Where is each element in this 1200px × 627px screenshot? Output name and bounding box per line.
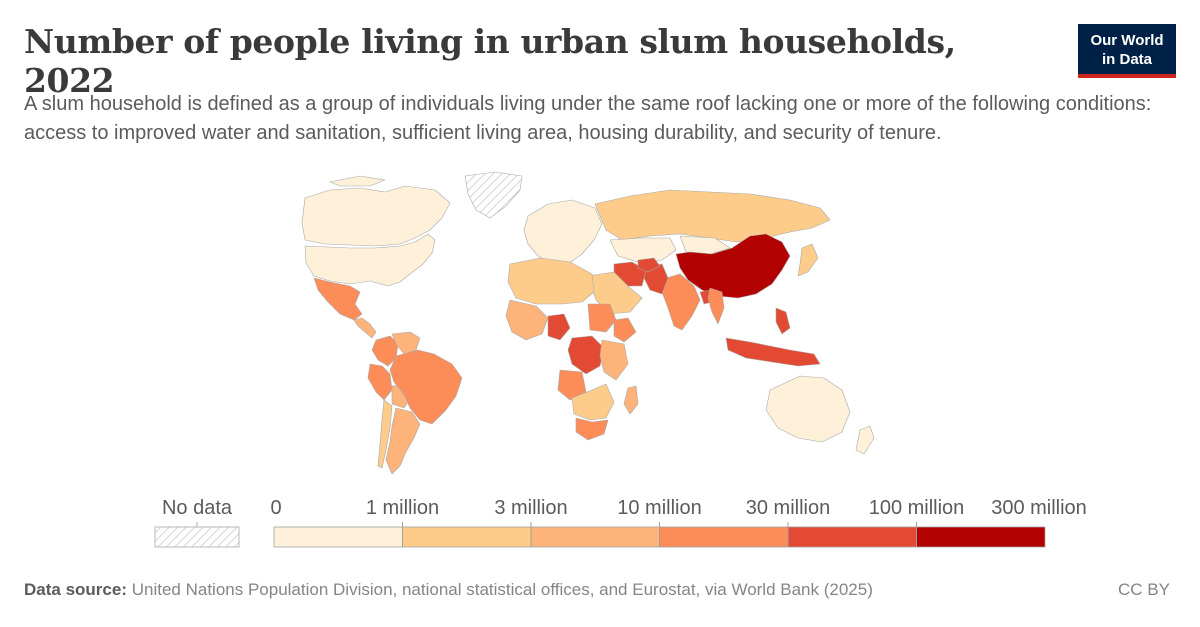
chart-title: Number of people living in urban slum ho… <box>24 22 956 100</box>
country-dr-congo[interactable] <box>567 335 605 375</box>
country-southern-africa[interactable] <box>571 383 615 421</box>
legend-bin-label: 1 million <box>365 497 440 519</box>
country-mongolia[interactable] <box>679 235 731 255</box>
legend-no-data-swatch <box>154 526 240 548</box>
world-map[interactable] <box>210 168 910 488</box>
country-afghanistan[interactable] <box>637 257 661 273</box>
country-japan[interactable] <box>797 243 819 277</box>
country-russia[interactable] <box>594 189 831 243</box>
legend-bin-label: 300 million <box>991 497 1087 519</box>
country-east-africa[interactable] <box>599 339 629 381</box>
legend-bin-swatch <box>402 526 532 548</box>
country-argentina[interactable] <box>385 407 421 475</box>
footer-source-text[interactable]: United Nations Population Division, nati… <box>131 580 873 599</box>
country-peru[interactable] <box>367 363 393 401</box>
legend-bin-swatch <box>916 526 1046 548</box>
country-united-states[interactable] <box>304 233 436 287</box>
footer-source: Data source: United Nations Population D… <box>24 580 873 600</box>
country-china[interactable] <box>675 233 791 299</box>
country-greenland[interactable] <box>464 171 523 219</box>
legend-bin-swatch <box>787 526 917 548</box>
country-myanmar[interactable] <box>707 287 725 325</box>
legend-bin-swatch <box>659 526 789 548</box>
country-colombia[interactable] <box>371 335 399 367</box>
owid-logo[interactable]: Our World in Data <box>1078 24 1176 78</box>
country-ethiopia[interactable] <box>613 317 637 343</box>
country-sudan[interactable] <box>587 303 617 333</box>
legend-bin-swatch <box>273 526 403 548</box>
country-west-africa[interactable] <box>505 299 549 341</box>
country-australia[interactable] <box>765 375 851 443</box>
country-north-africa[interactable] <box>507 257 595 305</box>
footer-source-label: Data source: <box>24 580 127 599</box>
country-canada[interactable] <box>301 175 451 247</box>
country-chile[interactable] <box>377 399 393 469</box>
chart-subtitle: A slum household is defined as a group o… <box>24 93 1152 144</box>
logo-line-1: Our World <box>1090 32 1164 49</box>
country-india[interactable] <box>661 273 701 331</box>
logo-line-2: in Data <box>1101 51 1152 68</box>
country-madagascar[interactable] <box>623 385 639 415</box>
country-nigeria[interactable] <box>547 313 571 341</box>
country-kazakhstan[interactable] <box>609 237 677 263</box>
legend-no-data-label: No data <box>161 497 233 519</box>
legend-bin-label: 3 million <box>494 497 568 519</box>
legend-bin-label: 10 million <box>617 497 702 519</box>
country-middle-east[interactable] <box>587 271 643 315</box>
country-central-america[interactable] <box>353 317 377 339</box>
country-new-zealand[interactable] <box>855 425 875 455</box>
country-indonesia[interactable] <box>725 337 821 367</box>
legend-bin-swatch <box>530 526 660 548</box>
country-brazil[interactable] <box>389 349 463 425</box>
legend-bin-label: 30 million <box>745 497 831 519</box>
legend-bin-label: 100 million <box>868 497 965 519</box>
country-venezuela[interactable] <box>391 331 421 355</box>
country-south-africa[interactable] <box>575 417 609 441</box>
legend-bin-label: 0 <box>270 497 282 519</box>
footer-license[interactable]: CC BY <box>1118 580 1170 599</box>
country-mexico[interactable] <box>313 277 363 321</box>
country-philippines[interactable] <box>775 307 791 335</box>
country-europe[interactable] <box>523 199 603 265</box>
